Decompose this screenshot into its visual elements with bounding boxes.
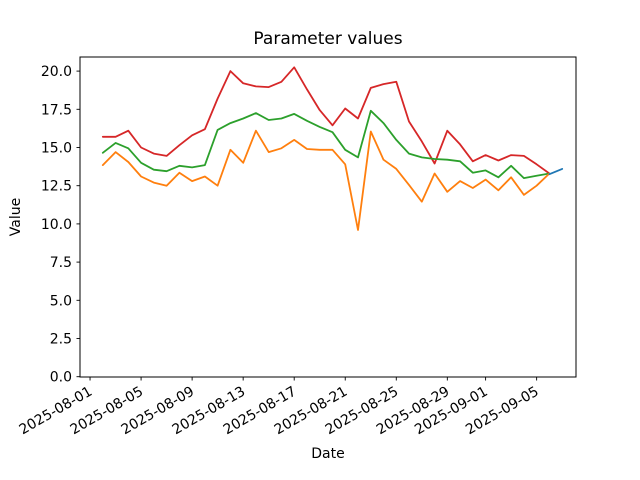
axes: 0.0 2.5 5.0 7.5 10.0 12.5 15.0 17.5 20.0 2025-08-… [17,64,542,438]
y-tick-label: 10.0 [41,217,72,233]
plot-border [79,56,577,378]
y-axis-label: Value [8,197,24,237]
y-tick-label: 0.0 [50,370,72,386]
x-axis-label: Date [311,446,345,462]
y-axis: 0.0 2.5 5.0 7.5 10.0 12.5 15.0 17.5 20.0 [41,64,80,386]
x-axis: 2025-08-012025-08-052025-08-092025-08-13… [17,377,542,438]
chart-title: Parameter values [253,29,403,49]
y-tick-label: 20.0 [41,64,72,80]
series-line-green [101,109,551,180]
y-tick-label: 17.5 [41,102,72,118]
series-lines [101,66,564,231]
y-tick-label: 12.5 [41,179,72,195]
y-tick-label: 2.5 [50,332,72,348]
y-tick-label: 15.0 [41,141,72,157]
y-tick-label: 5.0 [50,293,72,309]
series-line-red [101,66,551,175]
series-line-blue [548,167,564,176]
series-line-orange [101,129,551,231]
y-tick-label: 7.5 [50,255,72,271]
